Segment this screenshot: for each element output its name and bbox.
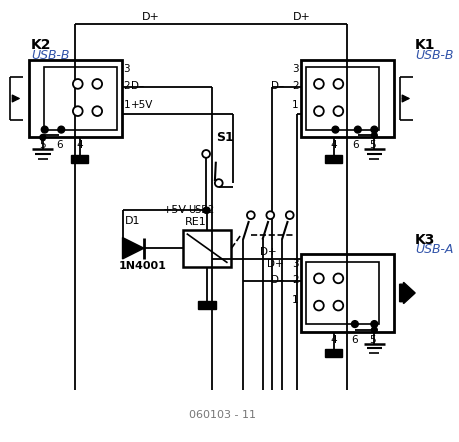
Text: D–: D– (271, 275, 284, 286)
Bar (183, 230, 231, 267)
Text: D+: D+ (142, 11, 160, 22)
Bar (306, 262, 379, 324)
Text: K1: K1 (415, 38, 436, 52)
Circle shape (204, 207, 210, 213)
Circle shape (73, 106, 83, 116)
Text: +5V: +5V (131, 100, 154, 110)
Circle shape (334, 301, 343, 310)
Text: USB2: USB2 (188, 205, 214, 215)
Text: 3: 3 (292, 65, 298, 74)
Bar (44, 67, 117, 130)
Text: D–: D– (131, 81, 145, 91)
Bar (198, 301, 216, 309)
Text: 3: 3 (123, 65, 130, 74)
Bar (29, 60, 122, 137)
Polygon shape (123, 237, 144, 259)
Circle shape (92, 106, 102, 116)
Text: D+: D+ (292, 11, 310, 22)
Text: USB-B: USB-B (31, 49, 70, 62)
Circle shape (352, 320, 358, 328)
Bar (306, 67, 379, 130)
Text: +5V: +5V (162, 205, 187, 215)
Text: RE1: RE1 (185, 217, 207, 227)
Circle shape (371, 126, 378, 133)
Text: 6: 6 (56, 140, 62, 150)
Text: USB-A: USB-A (415, 244, 453, 256)
Text: 4: 4 (330, 140, 337, 150)
Text: 4: 4 (330, 335, 337, 345)
Circle shape (247, 211, 255, 219)
Bar (325, 349, 342, 357)
Text: 2: 2 (292, 81, 298, 91)
Circle shape (215, 179, 223, 187)
Text: 1: 1 (292, 295, 298, 305)
Bar (302, 254, 394, 332)
Text: 4: 4 (76, 140, 83, 150)
Text: 060103 - 11: 060103 - 11 (189, 410, 256, 419)
Text: 2: 2 (292, 275, 298, 286)
Circle shape (371, 320, 378, 328)
Text: D+: D+ (267, 259, 284, 269)
Bar (71, 155, 89, 163)
Text: S1: S1 (216, 131, 234, 144)
Text: 2: 2 (123, 81, 130, 91)
Circle shape (73, 79, 83, 89)
Circle shape (92, 79, 102, 89)
Text: K2: K2 (31, 38, 51, 52)
Text: 5: 5 (39, 140, 46, 150)
Circle shape (266, 211, 274, 219)
Circle shape (334, 79, 343, 89)
Circle shape (334, 274, 343, 283)
Text: USB-B: USB-B (415, 49, 453, 62)
Text: 1: 1 (292, 100, 298, 110)
Circle shape (41, 126, 48, 133)
Text: 6: 6 (352, 335, 358, 345)
Circle shape (371, 133, 377, 138)
Text: 5: 5 (369, 335, 376, 345)
Text: D+: D+ (260, 247, 277, 257)
Circle shape (314, 301, 324, 310)
Text: K3: K3 (415, 232, 436, 247)
Circle shape (371, 327, 377, 333)
Text: 3: 3 (292, 259, 298, 269)
Circle shape (314, 274, 324, 283)
Text: 1N4001: 1N4001 (118, 261, 167, 271)
Text: D–: D– (271, 81, 284, 91)
Circle shape (314, 79, 324, 89)
Circle shape (332, 126, 339, 133)
Text: D1: D1 (124, 216, 140, 226)
Circle shape (203, 207, 209, 213)
Circle shape (354, 126, 361, 133)
FancyArrow shape (400, 282, 415, 304)
Text: 6: 6 (353, 140, 359, 150)
Circle shape (40, 134, 46, 140)
Text: 5: 5 (369, 140, 376, 150)
Text: 1: 1 (123, 100, 130, 110)
Circle shape (202, 150, 210, 158)
Circle shape (58, 126, 65, 133)
Circle shape (314, 106, 324, 116)
Circle shape (334, 106, 343, 116)
Bar (302, 60, 394, 137)
Circle shape (286, 211, 294, 219)
Bar (325, 155, 342, 163)
